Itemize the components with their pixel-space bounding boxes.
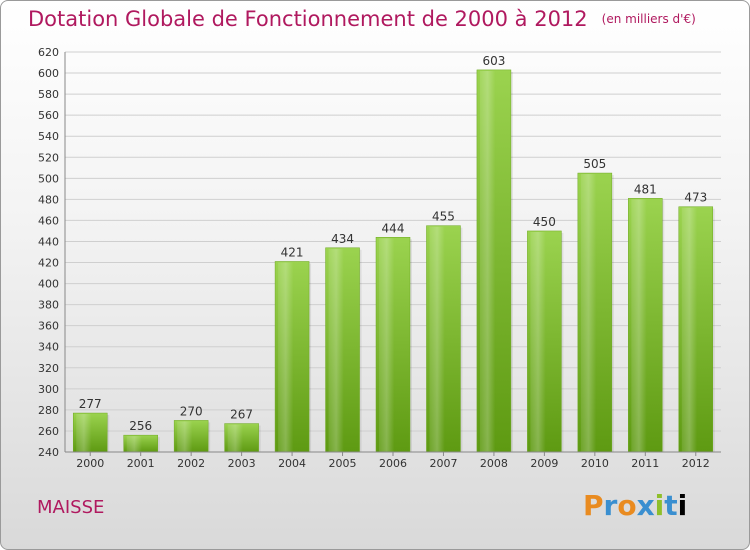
y-tick-label: 400 — [38, 278, 59, 291]
y-tick-label: 560 — [38, 109, 59, 122]
title-text: Dotation Globale de Fonctionnement de 20… — [28, 7, 588, 31]
x-tick-label: 2012 — [682, 457, 710, 470]
y-tick-label: 300 — [38, 383, 59, 396]
logo-letter: t — [664, 489, 678, 522]
x-tick-label: 2009 — [530, 457, 558, 470]
bar-value-label: 450 — [533, 215, 556, 229]
x-axis: 2000 2001 2002 2003 2004 2005 2006 2007 2008 2009… — [65, 451, 721, 470]
x-tick-label: 2006 — [379, 457, 407, 470]
x-tick-label: 2008 — [480, 457, 508, 470]
bar-highlight — [177, 421, 193, 452]
bar-highlight — [631, 199, 647, 452]
bar-value-label: 277 — [79, 397, 102, 411]
x-tick-label: 2001 — [127, 457, 155, 470]
x-tick-label: 2004 — [278, 457, 306, 470]
y-tick-label: 380 — [38, 299, 59, 312]
bar-value-label: 444 — [382, 221, 405, 235]
bar-highlight — [580, 174, 597, 453]
y-tick-label: 360 — [38, 320, 59, 333]
y-tick-label: 500 — [38, 172, 59, 185]
y-tick-label: 520 — [38, 151, 59, 164]
y-tick-label: 600 — [38, 67, 59, 80]
bar-value-label: 455 — [432, 210, 455, 224]
y-tick-label: 280 — [38, 404, 59, 417]
logo-letter: o — [617, 489, 637, 522]
x-tick-label: 2003 — [228, 457, 256, 470]
bar-value-label: 434 — [331, 232, 354, 246]
logo-letter: P — [583, 489, 604, 522]
logo-letter: i — [654, 489, 665, 522]
y-tick-label: 580 — [38, 88, 59, 101]
bar-value-label: 421 — [281, 245, 304, 259]
bar-highlight — [126, 436, 142, 452]
y-tick-label: 420 — [38, 257, 59, 270]
x-tick-label: 2005 — [329, 457, 357, 470]
bar-highlight — [681, 207, 698, 452]
logo-letter: x — [636, 489, 655, 522]
bar-highlight — [76, 414, 92, 452]
y-tick-label: 440 — [38, 235, 59, 248]
y-tick-label: 620 — [38, 46, 59, 59]
bar-highlight — [429, 226, 445, 452]
bar-highlight — [227, 424, 243, 452]
commune-name: MAISSE — [37, 497, 105, 518]
bar-highlight — [328, 248, 344, 452]
x-tick-label: 2000 — [76, 457, 104, 470]
y-axis: 240 260 280 300 320 340 360 380 400 420 440 460 480 5… — [38, 46, 66, 459]
bars: 277 256 270 267 421 434 444 455 603 450 505 481 473 — [72, 54, 715, 453]
bar-highlight — [278, 262, 294, 452]
x-tick-label: 2011 — [631, 457, 659, 470]
y-tick-label: 240 — [38, 446, 59, 459]
x-tick-label: 2007 — [429, 457, 457, 470]
bar-value-label: 270 — [180, 404, 203, 418]
y-tick-label: 480 — [38, 193, 59, 206]
bar-value-label: 473 — [684, 191, 707, 205]
bar-highlight — [379, 238, 395, 452]
y-tick-label: 460 — [38, 214, 59, 227]
y-tick-label: 540 — [38, 130, 59, 143]
proxiti-logo: Proxiti — [583, 489, 687, 522]
bar-value-label: 603 — [482, 54, 505, 68]
chart-title: Dotation Globale de Fonctionnement de 20… — [28, 7, 696, 31]
y-tick-label: 320 — [38, 362, 59, 375]
x-tick-label: 2002 — [177, 457, 205, 470]
logo-letter: r — [603, 489, 618, 522]
x-tick-label: 2010 — [581, 457, 609, 470]
bar-value-label: 481 — [634, 182, 657, 196]
bar-highlight — [479, 70, 496, 452]
logo-letter: i — [677, 489, 688, 522]
bar-highlight — [530, 231, 546, 452]
unit-label: (en milliers d'€) — [601, 12, 696, 26]
bar-value-label: 256 — [129, 419, 152, 433]
bar-value-label: 267 — [230, 408, 253, 422]
y-tick-label: 340 — [38, 341, 59, 354]
bar-value-label: 505 — [583, 157, 606, 171]
y-tick-label: 260 — [38, 425, 59, 438]
